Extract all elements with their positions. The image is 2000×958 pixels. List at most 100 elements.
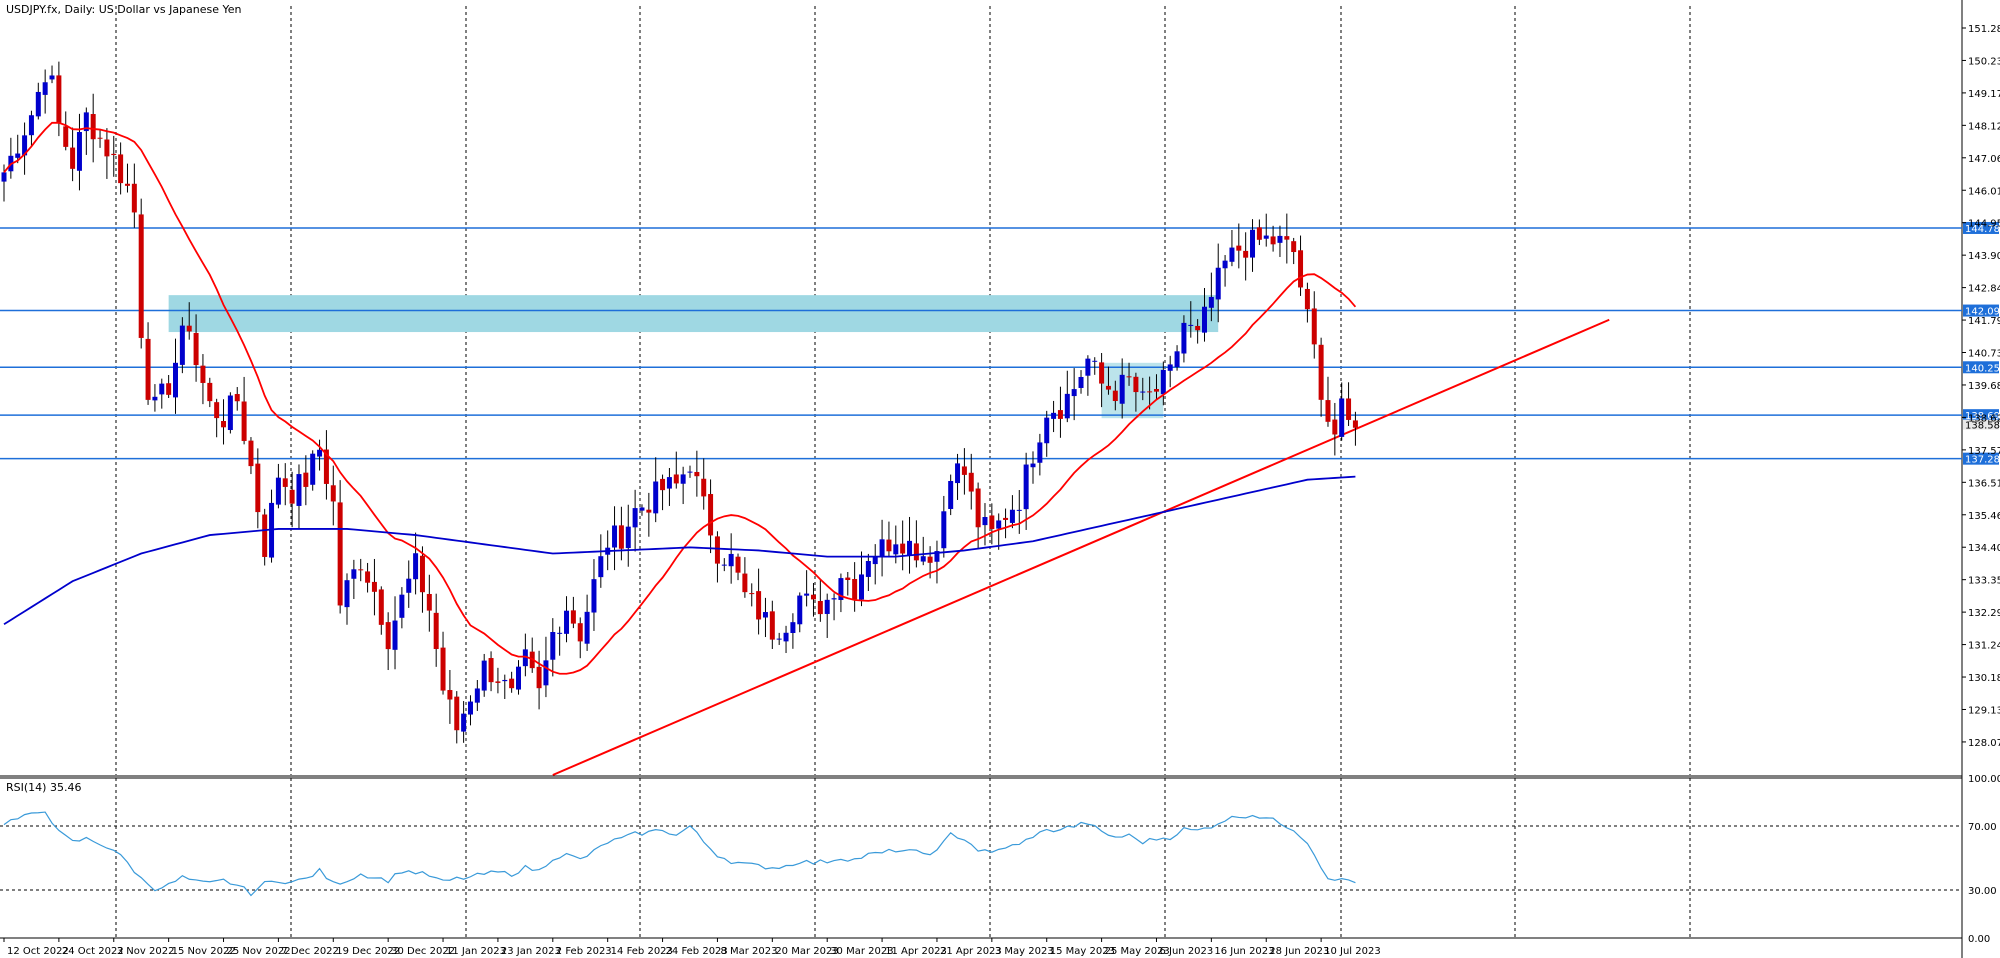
y-tick-label: 136.515 (1968, 478, 2000, 489)
candle-body (1270, 236, 1276, 245)
candle-body (1339, 398, 1345, 437)
rsi-tick-label: 100.00 (1968, 774, 2000, 785)
candle-body (666, 477, 672, 489)
level-tag (1963, 361, 1999, 374)
x-tick-label: 16 Jun 2023 (1214, 946, 1274, 957)
candle-body (920, 556, 926, 562)
candle-body (872, 556, 878, 565)
candle-body (632, 508, 638, 528)
candle-body (934, 551, 940, 562)
candle-body (612, 525, 618, 548)
candle-body (509, 678, 515, 689)
y-tick-label: 129.130 (1968, 705, 2000, 716)
candle-body (282, 478, 288, 487)
x-tick-label: 25 Nov 2022 (227, 946, 291, 957)
candle-body (639, 507, 645, 511)
candle-body (797, 595, 803, 625)
candle-body (584, 611, 590, 644)
candle-body (330, 485, 336, 502)
candle-body (35, 91, 41, 117)
candle-body (49, 75, 55, 80)
candle-body (714, 536, 720, 564)
level-tag (1963, 452, 1999, 465)
candle-body (1243, 250, 1249, 258)
trendline-line (552, 318, 1610, 776)
ma-fast-line (3, 121, 1357, 675)
y-tick-label: 139.680 (1968, 381, 2000, 392)
candle-body (543, 660, 549, 686)
candle-body (1236, 245, 1242, 251)
candle-body (502, 679, 508, 682)
candle-body (1105, 385, 1111, 390)
candle-body (625, 526, 631, 549)
candle-body (337, 502, 343, 606)
candle-body (152, 396, 158, 401)
resistance-zone (168, 295, 1219, 333)
candle-body (516, 666, 521, 690)
candle-body (118, 154, 124, 184)
y-tick-label: 144.955 (1968, 219, 2000, 230)
candle-body (392, 620, 398, 650)
candle-body (303, 472, 309, 487)
candle-body (1099, 362, 1105, 384)
candle-body (1126, 376, 1132, 378)
y-tick-label: 131.240 (1968, 641, 2000, 652)
candle-body (1304, 288, 1310, 310)
candle-body (241, 401, 247, 441)
candle-body (927, 556, 933, 563)
candle-body (577, 623, 583, 642)
x-tick-label: 10 Jul 2023 (1324, 946, 1381, 957)
candle-body (467, 701, 473, 715)
support-zone (1101, 362, 1164, 419)
candle-body (893, 544, 899, 555)
x-tick-label: 14 Feb 2023 (611, 946, 673, 957)
candle-body (1284, 236, 1290, 240)
candle-body (90, 114, 96, 140)
candle-body (570, 610, 576, 624)
x-tick-label: 25 May 2023 (1105, 946, 1170, 957)
candle-body (1195, 325, 1201, 331)
level-tag-label: 144.784 (1965, 224, 2000, 235)
candle-body (1222, 260, 1228, 269)
x-tick-label: 24 Feb 2023 (666, 946, 728, 957)
candle-body (214, 402, 220, 419)
candle-body (1352, 420, 1358, 428)
candle-body (159, 383, 165, 395)
candle-body (1318, 344, 1324, 400)
y-tick-label: 134.405 (1968, 543, 2000, 554)
candle-body (591, 579, 597, 613)
rsi-tick-label: 30.00 (1968, 886, 1997, 897)
candle-body (289, 489, 295, 504)
level-tag-label: 137.284 (1965, 455, 2000, 466)
axes: 151.285 150.230 149.175 148.120 147.065 146.0… (3, 24, 2000, 957)
candle-body (900, 543, 906, 554)
candle-body (996, 520, 1002, 529)
candle-body (488, 658, 494, 683)
candle-body (598, 556, 604, 578)
rsi-label: RSI(14) 35.46 (6, 781, 81, 794)
candle-body (296, 474, 302, 506)
candle-body (63, 126, 69, 147)
candle-body (454, 696, 460, 731)
candle-body (221, 421, 227, 428)
y-tick-label: 141.790 (1968, 316, 2000, 327)
price-tag-secondary (1963, 419, 1999, 430)
candle-body (83, 112, 89, 132)
candle-body (111, 153, 117, 156)
candle-body (522, 649, 528, 667)
level-tag (1963, 409, 1999, 422)
level-tag-label: 140.255 (1965, 363, 2000, 374)
candle-body (660, 478, 666, 491)
candle-body (845, 577, 851, 580)
candle-body (1229, 247, 1235, 262)
candle-body (742, 573, 748, 593)
x-tick-label: 2 Feb 2023 (556, 946, 612, 957)
candle-body (200, 365, 206, 383)
candle-body (1263, 235, 1269, 239)
candle-body (317, 449, 323, 457)
chart-title: USDJPY.fx, Daily: US Dollar vs Japanese … (6, 3, 242, 16)
candle-body (426, 593, 432, 611)
y-tick-label: 151.285 (1968, 24, 2000, 35)
candle-body (1092, 360, 1098, 362)
